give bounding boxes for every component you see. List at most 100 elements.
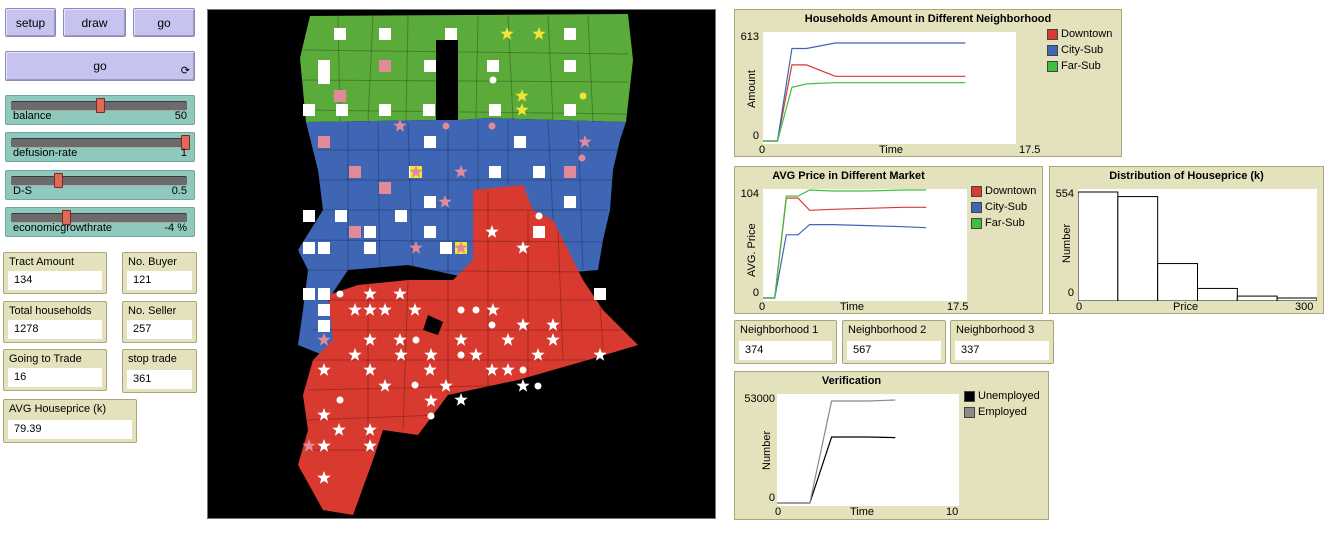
- star-marker: [378, 303, 392, 316]
- house-marker: [564, 60, 576, 72]
- dot-marker: [534, 382, 542, 390]
- plot-title: AVG Price in Different Market: [772, 170, 925, 182]
- house-marker: [379, 104, 391, 116]
- economicgrowthrate-slider[interactable]: economicgrowthrate -4 %: [5, 207, 195, 237]
- slider-label: economicgrowthrate: [13, 222, 113, 234]
- dot-marker: [457, 351, 465, 359]
- households-amount-plot: Households Amount in Different Neighborh…: [734, 9, 1122, 157]
- slider-thumb[interactable]: [181, 135, 190, 150]
- d-s-slider[interactable]: D-S 0.5: [5, 170, 195, 200]
- forever-icon: ⟳: [180, 65, 190, 77]
- slider-track[interactable]: [11, 213, 187, 223]
- x-axis-label: Price: [1173, 301, 1199, 313]
- star-marker: [501, 363, 515, 376]
- house-marker: [395, 210, 407, 222]
- house-marker: [318, 288, 330, 300]
- star-marker: [516, 241, 530, 254]
- histogram-bar: [1197, 287, 1238, 302]
- balance-slider[interactable]: balance 50: [5, 95, 195, 125]
- house-marker: [423, 104, 435, 116]
- setup-button[interactable]: setup: [5, 8, 56, 37]
- go-button[interactable]: go: [133, 8, 195, 37]
- star-marker: [363, 287, 377, 300]
- neighborhood2-monitor: Neighborhood 2 567: [842, 320, 946, 364]
- star-marker: [501, 333, 515, 346]
- star-marker: [363, 363, 377, 376]
- dot-marker: [442, 122, 450, 130]
- house-marker: [364, 226, 376, 238]
- far-sub-region: [300, 14, 633, 122]
- monitor-label: Tract Amount: [9, 256, 75, 268]
- star-marker: [393, 287, 407, 300]
- defusion-rate-slider[interactable]: defusion-rate 1: [5, 132, 195, 162]
- star-marker: [546, 333, 560, 346]
- dot-marker: [412, 336, 420, 344]
- legend-swatch: [964, 390, 975, 402]
- plot-svg: [1077, 191, 1318, 302]
- legend-swatch: [1047, 60, 1058, 72]
- plot-title: Households Amount in Different Neighborh…: [804, 13, 1052, 25]
- x-axis-label: Time: [850, 506, 875, 518]
- series-line-0: [763, 64, 966, 142]
- legend-label: Far-Sub: [985, 217, 1025, 229]
- plot-area: [777, 394, 959, 506]
- dot-marker: [488, 122, 496, 130]
- legend: Downtown City-Sub Far-Sub: [971, 183, 1036, 231]
- x-min-tick: 0: [775, 506, 782, 518]
- star-marker: [409, 165, 423, 178]
- dot-marker: [579, 92, 587, 100]
- star-marker: [578, 135, 592, 148]
- star-marker: [363, 303, 377, 316]
- y-axis-label: Amount: [746, 70, 758, 108]
- house-marker: [487, 60, 499, 72]
- slider-thumb[interactable]: [96, 98, 105, 113]
- plot-svg: [777, 399, 896, 504]
- house-marker: [379, 182, 391, 194]
- slider-track[interactable]: [11, 176, 187, 186]
- legend-swatch: [971, 201, 982, 213]
- go-forever-button[interactable]: go ⟳: [5, 51, 195, 81]
- legend-label: Employed: [978, 406, 1027, 418]
- slider-label: balance: [13, 110, 52, 122]
- star-marker: [531, 348, 545, 361]
- star-marker: [363, 439, 377, 452]
- star-marker: [486, 303, 500, 316]
- house-marker: [424, 136, 436, 148]
- slider-label: defusion-rate: [13, 147, 78, 159]
- house-marker: [379, 60, 391, 72]
- star-marker: [317, 408, 331, 421]
- star-marker: [516, 318, 530, 331]
- star-marker: [515, 103, 529, 116]
- x-max-tick: 300: [1295, 301, 1314, 313]
- legend-item: Employed: [964, 404, 1040, 420]
- houseprice-distribution-plot: Distribution of Houseprice (k) 554 0 0 3…: [1049, 166, 1324, 314]
- house-marker: [335, 210, 347, 222]
- legend: Unemployed Employed: [964, 388, 1040, 420]
- house-marker: [564, 196, 576, 208]
- plot-svg: [763, 42, 966, 142]
- dot-marker: [336, 396, 344, 404]
- slider-label: D-S: [13, 185, 32, 197]
- world-map[interactable]: [208, 10, 715, 518]
- star-marker: [409, 241, 423, 254]
- legend-item: Downtown: [971, 183, 1036, 199]
- house-marker: [564, 104, 576, 116]
- draw-button[interactable]: draw: [63, 8, 126, 37]
- world-view[interactable]: [207, 9, 716, 519]
- house-marker: [349, 226, 361, 238]
- slider-thumb[interactable]: [62, 210, 71, 225]
- star-marker: [515, 89, 529, 102]
- star-marker: [593, 348, 607, 361]
- star-marker: [408, 303, 422, 316]
- dot-marker: [472, 306, 480, 314]
- legend-item: City-Sub: [971, 199, 1036, 215]
- legend-item: Downtown: [1047, 26, 1112, 42]
- slider-thumb[interactable]: [53, 173, 63, 188]
- house-marker: [564, 28, 576, 40]
- house-marker: [564, 166, 576, 178]
- dot-marker: [519, 366, 527, 374]
- house-marker: [318, 136, 330, 148]
- slider-track[interactable]: [11, 138, 187, 148]
- x-min-tick: 0: [1076, 301, 1083, 313]
- y-min-tick: 0: [768, 492, 775, 504]
